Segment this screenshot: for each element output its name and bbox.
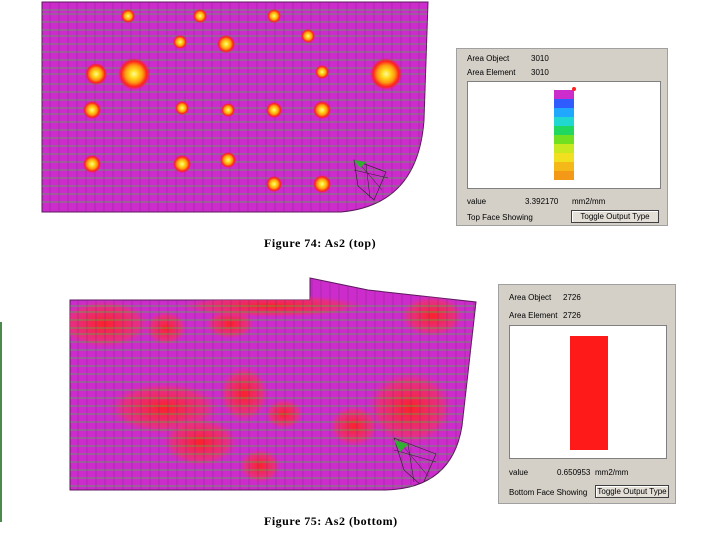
gradient-band bbox=[554, 108, 574, 117]
info-panel-top: Area Object 3010 Area Element 3010 value… bbox=[456, 48, 668, 226]
gradient-band bbox=[554, 117, 574, 126]
gradient-band bbox=[554, 144, 574, 153]
area-object-label: Area Object bbox=[467, 54, 510, 63]
gradient-band bbox=[554, 162, 574, 171]
value-label: value bbox=[509, 468, 529, 477]
value-label: value bbox=[467, 197, 487, 206]
value-readout: 0.650953 bbox=[557, 468, 591, 477]
figure-75-caption: Figure 75: As2 (bottom) bbox=[264, 514, 398, 528]
slab-contour-top bbox=[36, 0, 438, 218]
result-plot-area-bottom bbox=[509, 325, 667, 459]
area-element-value: 2726 bbox=[563, 311, 581, 320]
area-object-label: Area Object bbox=[509, 293, 552, 302]
unit-label: mm2/mm bbox=[595, 468, 629, 477]
gradient-band bbox=[554, 153, 574, 162]
area-object-value: 2726 bbox=[563, 293, 581, 302]
result-gradient-bar bbox=[554, 90, 574, 180]
area-element-label: Area Element bbox=[467, 68, 516, 77]
figure-74-caption: Figure 74: As2 (top) bbox=[264, 236, 377, 250]
area-element-value: 3010 bbox=[531, 68, 549, 77]
gradient-band bbox=[554, 90, 574, 99]
slab-contour-bottom bbox=[64, 276, 482, 496]
face-showing-label: Bottom Face Showing bbox=[509, 488, 588, 497]
result-bar bbox=[570, 336, 608, 450]
page-edge-rule bbox=[0, 322, 2, 522]
toggle-output-type-button[interactable]: Toggle Output Type bbox=[595, 485, 669, 498]
toggle-output-type-button[interactable]: Toggle Output Type bbox=[571, 210, 659, 223]
gradient-band bbox=[554, 135, 574, 144]
result-plot-area-top bbox=[467, 81, 661, 189]
gradient-band bbox=[554, 126, 574, 135]
unit-label: mm2/mm bbox=[572, 197, 606, 206]
max-marker-icon bbox=[572, 87, 576, 91]
info-panel-bottom: Area Object 2726 Area Element 2726 value… bbox=[498, 284, 676, 504]
area-element-label: Area Element bbox=[509, 311, 558, 320]
value-readout: 3.392170 bbox=[525, 197, 559, 206]
area-object-value: 3010 bbox=[531, 54, 549, 63]
gradient-band bbox=[554, 99, 574, 108]
mesh-corner-top bbox=[353, 159, 389, 201]
gradient-band bbox=[554, 171, 574, 180]
face-showing-label: Top Face Showing bbox=[467, 213, 533, 222]
